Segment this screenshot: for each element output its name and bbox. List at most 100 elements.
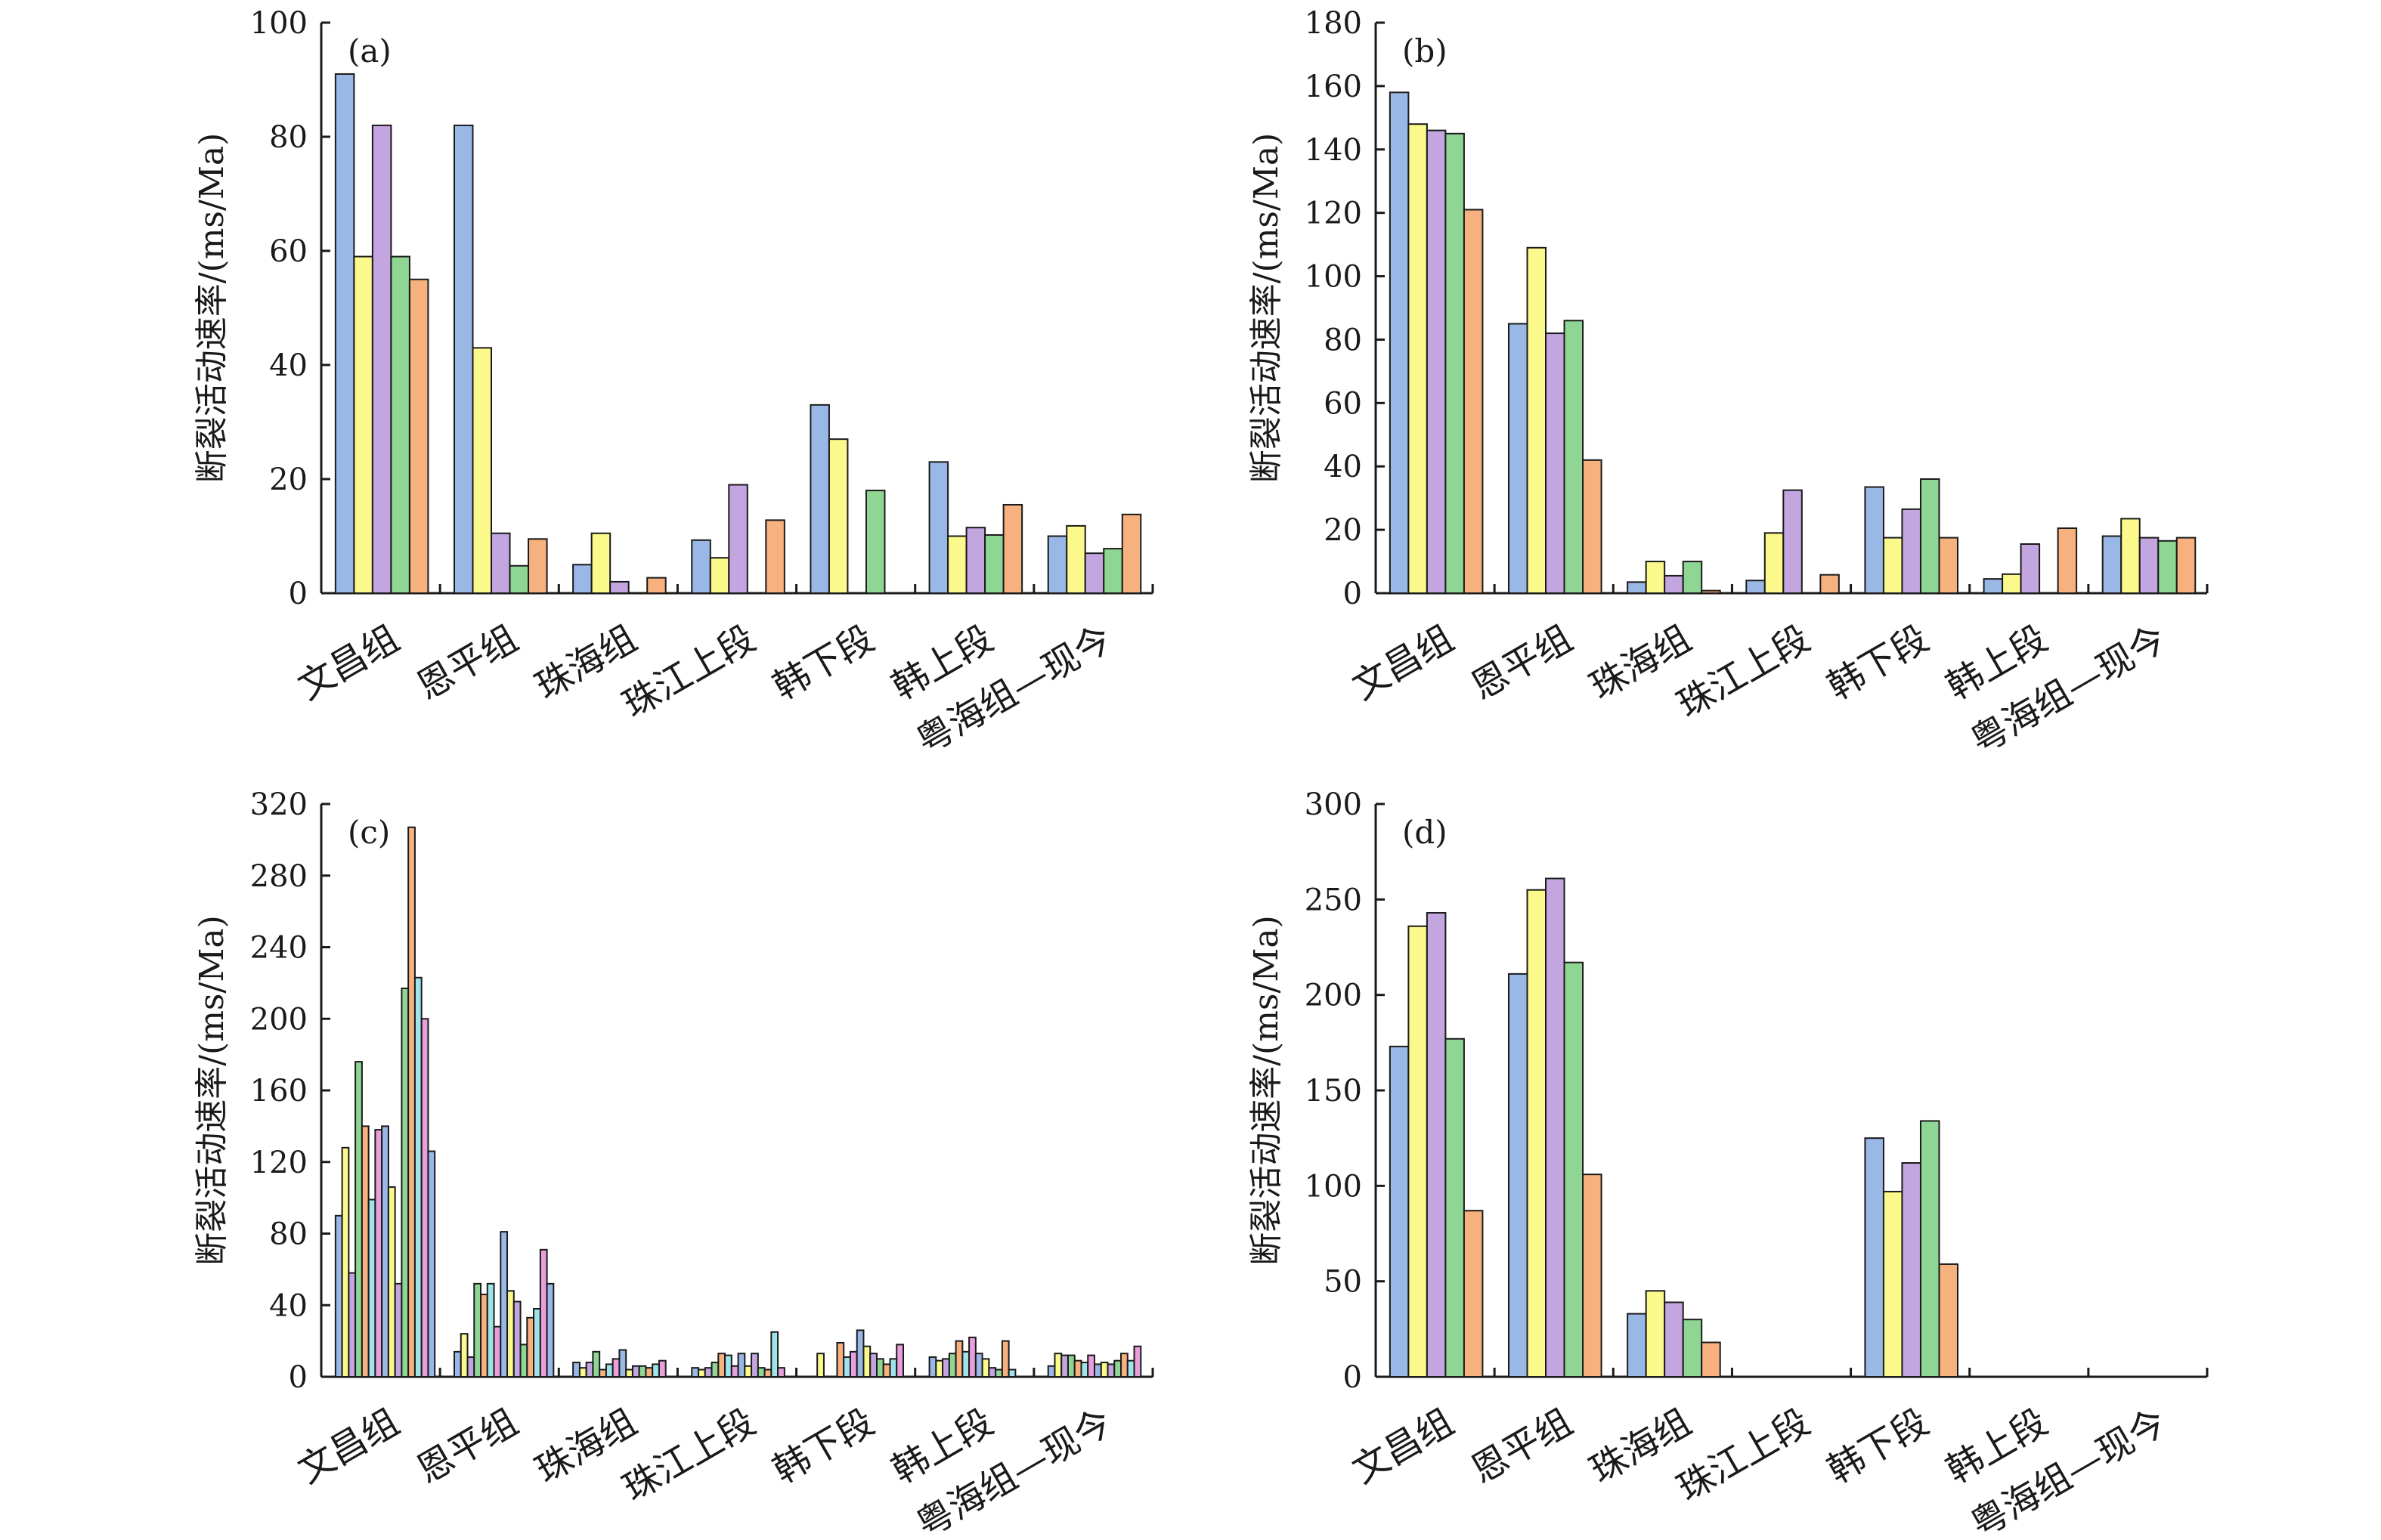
y-tick-label: 0: [289, 577, 308, 611]
y-tick-label: 160: [250, 1074, 308, 1109]
panel-d-label: (d): [1402, 814, 1447, 851]
x-category-label: 文昌组: [291, 617, 407, 709]
bar: [777, 1367, 785, 1378]
bar: [770, 1331, 779, 1378]
bar: [658, 1359, 667, 1378]
bar: [1121, 513, 1142, 594]
bar: [605, 1363, 614, 1378]
bar: [585, 1362, 594, 1378]
y-tick-label: 20: [1324, 513, 1362, 548]
bar: [480, 1294, 488, 1378]
panel-c-label: (c): [348, 814, 390, 851]
bar: [717, 1353, 726, 1378]
y-tick-label: 40: [269, 1288, 308, 1323]
bar: [526, 1316, 535, 1378]
y-tick-label: 80: [1324, 323, 1362, 357]
y-tick-label: 40: [1324, 450, 1362, 484]
bar: [836, 1341, 845, 1378]
bar: [1819, 574, 1840, 594]
bar: [849, 1350, 858, 1378]
bar: [590, 532, 612, 594]
bar: [1901, 508, 1921, 594]
panel-c-y-axis-title: 断裂活动速率/(ms/Ma): [193, 915, 231, 1266]
bar: [889, 1358, 898, 1378]
bar: [506, 1290, 515, 1378]
bar: [869, 1353, 878, 1378]
bar: [1084, 552, 1105, 595]
bar: [1444, 132, 1465, 594]
bar: [2175, 537, 2197, 594]
bar: [1627, 581, 1647, 595]
bar: [1426, 912, 1447, 1378]
bar: [2157, 540, 2178, 594]
bar: [387, 1186, 396, 1378]
bar: [1073, 1359, 1082, 1378]
bar: [334, 73, 355, 594]
bar: [935, 1359, 944, 1378]
bar: [533, 1307, 541, 1378]
bar: [816, 1353, 825, 1378]
bar: [638, 1365, 647, 1378]
y-tick-label: 140: [1305, 133, 1362, 168]
bar: [381, 1125, 389, 1378]
bar: [1983, 578, 2004, 595]
bar: [1701, 589, 1721, 595]
x-category-label: 韩下段: [1820, 1401, 1936, 1492]
bar: [882, 1363, 891, 1378]
bar: [2138, 537, 2160, 594]
bar: [407, 826, 416, 1378]
bar: [1066, 524, 1086, 594]
y-tick-label: 0: [1343, 1360, 1362, 1395]
bar: [947, 535, 968, 594]
bar: [2120, 518, 2141, 594]
bar: [896, 1344, 904, 1378]
y-tick-label: 280: [250, 859, 308, 894]
bar: [1087, 1354, 1095, 1378]
bar: [765, 519, 785, 594]
bar: [420, 1018, 429, 1378]
bar: [1563, 320, 1584, 594]
bar: [1389, 91, 1410, 594]
bar: [454, 1350, 462, 1378]
bar: [618, 1349, 627, 1378]
y-tick-label: 80: [269, 120, 308, 155]
y-tick-label: 320: [250, 787, 308, 822]
bar: [652, 1363, 660, 1378]
panel-b-y-axis-title: 断裂活动速率/(ms/Ma): [1247, 133, 1286, 484]
bar: [509, 564, 530, 595]
bar: [1782, 489, 1803, 594]
bar: [374, 1129, 383, 1378]
y-tick-label: 60: [1324, 386, 1362, 421]
bar: [995, 1368, 1003, 1378]
bar: [2057, 527, 2078, 595]
bar: [512, 1300, 522, 1378]
bar: [1545, 877, 1565, 1378]
y-tick-label: 200: [250, 1002, 308, 1037]
bar: [1919, 1120, 1940, 1378]
bar: [355, 1061, 363, 1378]
bar: [928, 1356, 937, 1378]
bar: [1627, 1313, 1647, 1378]
bar: [1060, 1354, 1069, 1378]
bar: [631, 1365, 640, 1378]
bar: [1120, 1353, 1129, 1378]
bar: [1645, 561, 1666, 594]
bar: [572, 1362, 581, 1378]
bar: [2002, 573, 2022, 595]
bar: [546, 1282, 555, 1378]
bar: [645, 1367, 654, 1378]
bar: [1407, 925, 1428, 1378]
bar: [728, 484, 748, 594]
bar: [1682, 561, 1703, 594]
bar: [625, 1368, 633, 1378]
x-category-label: 恩平组: [1464, 1401, 1580, 1492]
x-category-label: 珠江上段: [1670, 1401, 1817, 1511]
bar: [1508, 973, 1528, 1378]
bar: [1067, 1354, 1076, 1378]
bar: [1113, 1359, 1122, 1378]
y-tick-label: 250: [1305, 883, 1362, 917]
bar: [500, 1231, 509, 1378]
bar: [1133, 1345, 1142, 1378]
